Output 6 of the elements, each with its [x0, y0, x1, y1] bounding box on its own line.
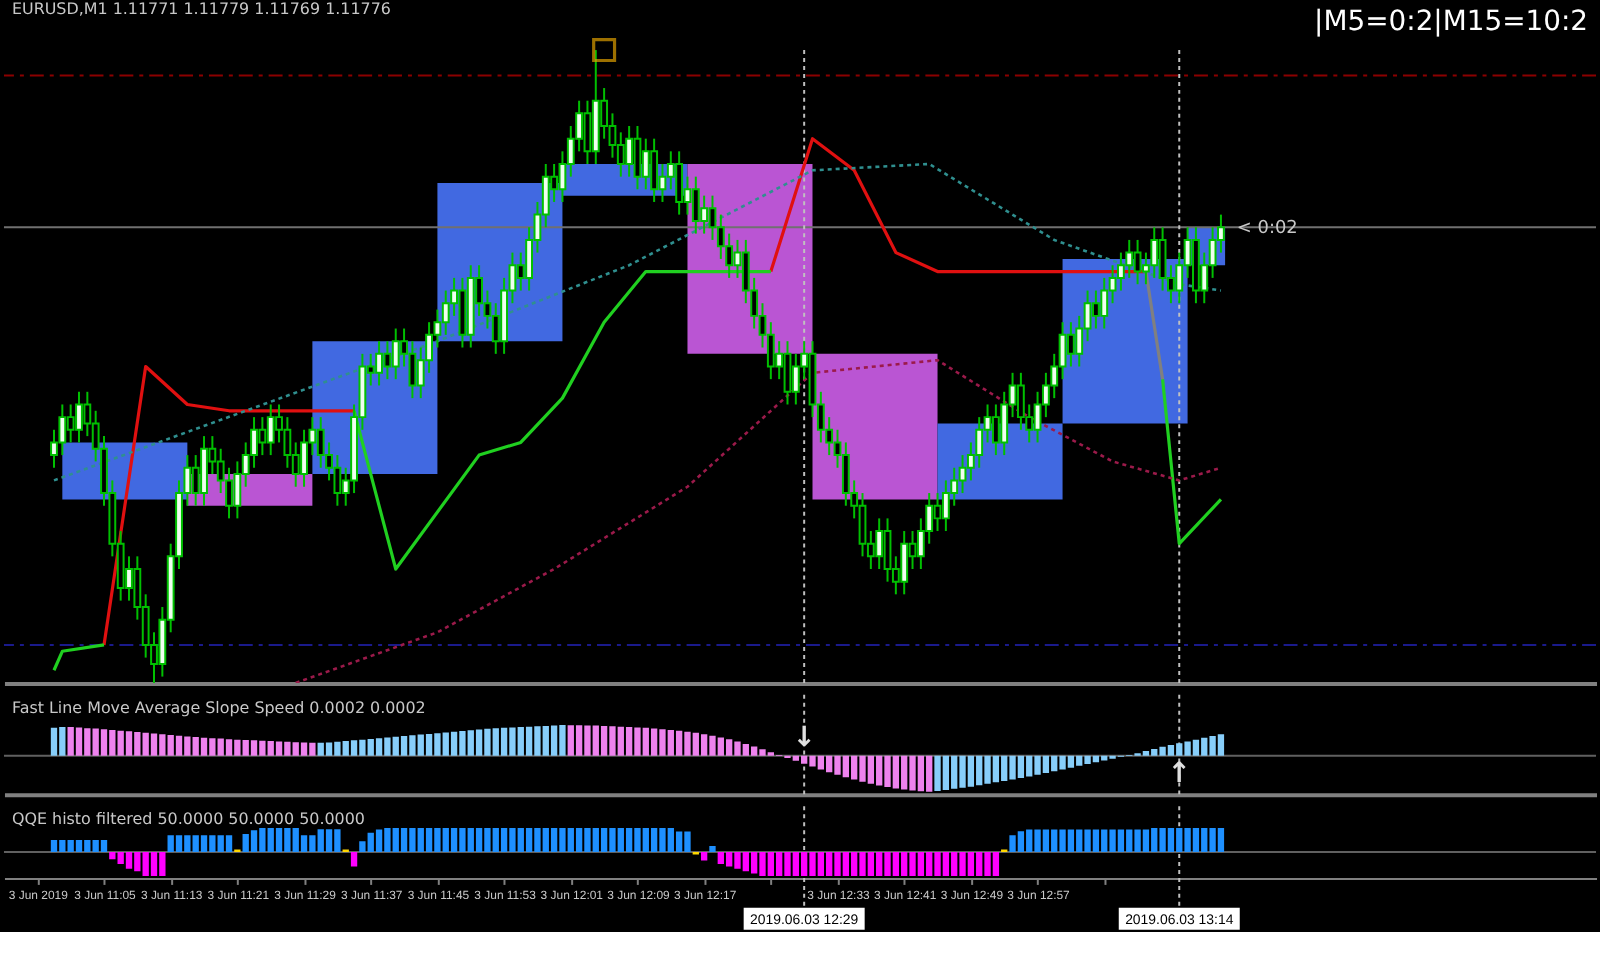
chart-title: EURUSD,M1 1.11771 1.11779 1.11769 1.11776 — [11, 0, 391, 19]
chart-title: Fast Line Move Average Slope Speed 0.0002 0.0002 — [11, 698, 426, 717]
chart-title: QQE histo filtered 50.0000 50.0000 50.0000 — [11, 810, 365, 829]
annotation: ↓ — [792, 721, 816, 754]
annotation: ↑ — [1167, 757, 1191, 790]
text: |M5=0:2|M15=10:2 — [1314, 6, 1589, 39]
